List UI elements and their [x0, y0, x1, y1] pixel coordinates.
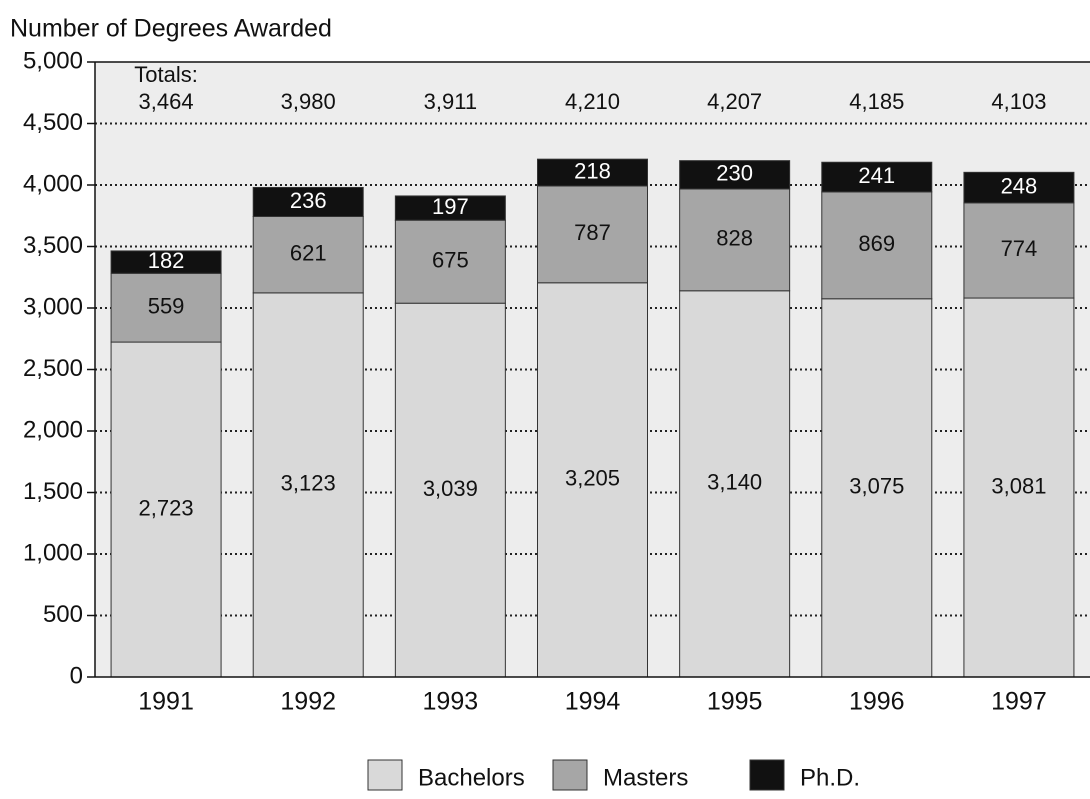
y-tick-label: 500 — [43, 601, 83, 628]
legend-label: Bachelors — [418, 764, 525, 791]
y-tick-label: 5,000 — [23, 47, 83, 74]
bar-segment — [679, 160, 791, 190]
y-tick-label: 4,500 — [23, 109, 83, 136]
data-label: 218 — [574, 158, 611, 183]
data-label: 3,075 — [849, 474, 904, 499]
y-axis-label: Number of Degrees Awarded — [10, 15, 332, 43]
data-label: 3,123 — [281, 471, 336, 496]
y-tick-label: 3,500 — [23, 232, 83, 259]
data-label: 197 — [432, 194, 469, 219]
data-label: 3,039 — [423, 476, 478, 501]
bar-segment — [110, 250, 222, 274]
y-tick-label: 3,000 — [23, 293, 83, 320]
x-tick-label: 1992 — [280, 688, 336, 716]
total-label: 4,207 — [707, 89, 762, 114]
bar-segment — [821, 298, 933, 678]
data-label: 241 — [858, 163, 895, 188]
legend-swatch — [749, 759, 785, 791]
data-label: 3,081 — [991, 473, 1046, 498]
total-label: 4,210 — [565, 89, 620, 114]
y-tick-label: 4,000 — [23, 170, 83, 197]
bar-segment — [963, 202, 1075, 299]
bar-segment — [252, 215, 364, 294]
bar-segment — [252, 292, 364, 678]
y-tick-label: 1,000 — [23, 539, 83, 566]
total-label: 4,103 — [991, 89, 1046, 114]
bar-segment — [679, 188, 791, 292]
data-label: 621 — [290, 240, 327, 265]
bar-segment — [537, 158, 648, 187]
y-tick-label: 0 — [70, 662, 83, 689]
bar-segment — [110, 272, 222, 343]
data-label: 774 — [1001, 236, 1038, 261]
total-label: 4,185 — [849, 89, 904, 114]
data-label: 236 — [290, 188, 327, 213]
x-tick-label: 1991 — [138, 688, 194, 716]
y-tick-label: 1,500 — [23, 478, 83, 505]
x-tick-label: 1994 — [565, 688, 621, 716]
bar-segment — [252, 186, 364, 217]
data-label: 787 — [574, 220, 611, 245]
bar-segment — [110, 341, 222, 678]
totals-heading: Totals: — [134, 62, 198, 87]
total-label: 3,911 — [424, 89, 477, 114]
total-label: 3,980 — [281, 89, 336, 114]
bar-segment — [679, 290, 791, 678]
data-label: 2,723 — [139, 495, 194, 520]
data-label: 3,140 — [707, 470, 762, 495]
x-tick-label: 1996 — [849, 688, 905, 716]
bar-segment — [537, 185, 648, 284]
x-tick-label: 1995 — [707, 688, 763, 716]
legend-label: Masters — [603, 764, 688, 791]
bar-segment — [537, 282, 648, 678]
bar-segment — [963, 171, 1075, 204]
x-tick-label: 1993 — [423, 688, 479, 716]
y-tick-label: 2,500 — [23, 355, 83, 382]
bar-segment — [394, 302, 506, 678]
data-label: 182 — [148, 248, 185, 273]
bar-segment — [394, 219, 506, 304]
bar-segment — [963, 297, 1075, 678]
data-label: 828 — [716, 226, 753, 251]
data-label: 869 — [858, 231, 895, 256]
y-tick-label: 2,000 — [23, 416, 83, 443]
total-label: 3,464 — [139, 89, 194, 114]
bar-segment — [394, 195, 506, 221]
data-label: 230 — [716, 161, 753, 186]
x-tick-label: 1997 — [991, 688, 1047, 716]
bar-segment — [821, 191, 933, 300]
legend-swatch — [552, 759, 588, 791]
data-label: 248 — [1001, 173, 1038, 198]
legend-label: Ph.D. — [800, 764, 860, 791]
data-label: 559 — [148, 294, 185, 319]
data-label: 675 — [432, 248, 469, 273]
data-label: 3,205 — [565, 466, 620, 491]
legend-swatch — [367, 759, 403, 791]
bar-segment — [821, 161, 933, 193]
